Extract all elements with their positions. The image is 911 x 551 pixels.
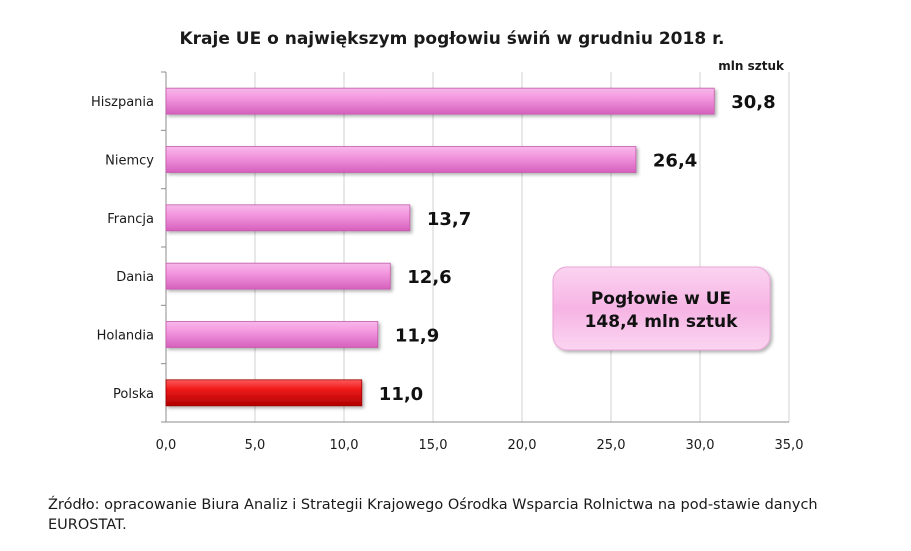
bar bbox=[165, 321, 379, 348]
bar bbox=[165, 379, 363, 407]
x-tick-labels: 0,0 5,0 10,0 15,0 20,0 25,0 30,0 35,0 bbox=[156, 438, 804, 453]
bar bbox=[165, 146, 637, 173]
value-label: 13,7 bbox=[427, 209, 471, 230]
value-label: 30,8 bbox=[731, 92, 775, 113]
category-label: Dania bbox=[116, 270, 154, 285]
x-tick-label: 35,0 bbox=[775, 438, 804, 453]
x-tick-label: 10,0 bbox=[330, 438, 359, 453]
annotation-box: Pogłowie w UE 148,4 mln sztuk bbox=[552, 266, 771, 351]
category-label: Niemcy bbox=[105, 154, 154, 169]
bar bbox=[165, 87, 715, 115]
gridlines bbox=[254, 72, 790, 422]
x-tick-label: 15,0 bbox=[419, 438, 448, 453]
category-label: Hiszpania bbox=[91, 95, 154, 110]
value-label: 26,4 bbox=[653, 151, 697, 172]
category-label: Polska bbox=[113, 387, 154, 402]
bar bbox=[165, 262, 391, 290]
value-label: 12,6 bbox=[407, 267, 451, 288]
x-tick-label: 5,0 bbox=[245, 438, 266, 453]
axes bbox=[161, 71, 789, 423]
x-tick-label: 0,0 bbox=[156, 438, 177, 453]
chart-title: Kraje UE o największym pogłowiu świń w g… bbox=[179, 29, 724, 49]
bar bbox=[165, 204, 411, 232]
annotation-line-2: 148,4 mln sztuk bbox=[585, 312, 738, 332]
category-labels: Hiszpania Niemcy Francja Dania Holandia Polsk… bbox=[91, 95, 154, 402]
category-label: Holandia bbox=[97, 329, 154, 344]
category-label: Francja bbox=[107, 212, 154, 227]
value-label: 11,0 bbox=[379, 384, 423, 405]
value-labels: 30,8 26,4 13,7 12,6 11,9 11,0 bbox=[379, 92, 776, 405]
unit-label: mln sztuk bbox=[718, 59, 785, 73]
x-tick-label: 25,0 bbox=[597, 438, 626, 453]
x-tick-label: 30,0 bbox=[686, 438, 715, 453]
x-tick-label: 20,0 bbox=[508, 438, 537, 453]
bar-chart: Kraje UE o największym pogłowiu świń w g… bbox=[91, 29, 804, 453]
bars bbox=[165, 87, 715, 407]
source-note: Źródło: opracowanie Biura Analiz i Strat… bbox=[48, 497, 818, 533]
value-label: 11,9 bbox=[395, 326, 439, 347]
annotation-line-1: Pogłowie w UE bbox=[591, 289, 731, 309]
